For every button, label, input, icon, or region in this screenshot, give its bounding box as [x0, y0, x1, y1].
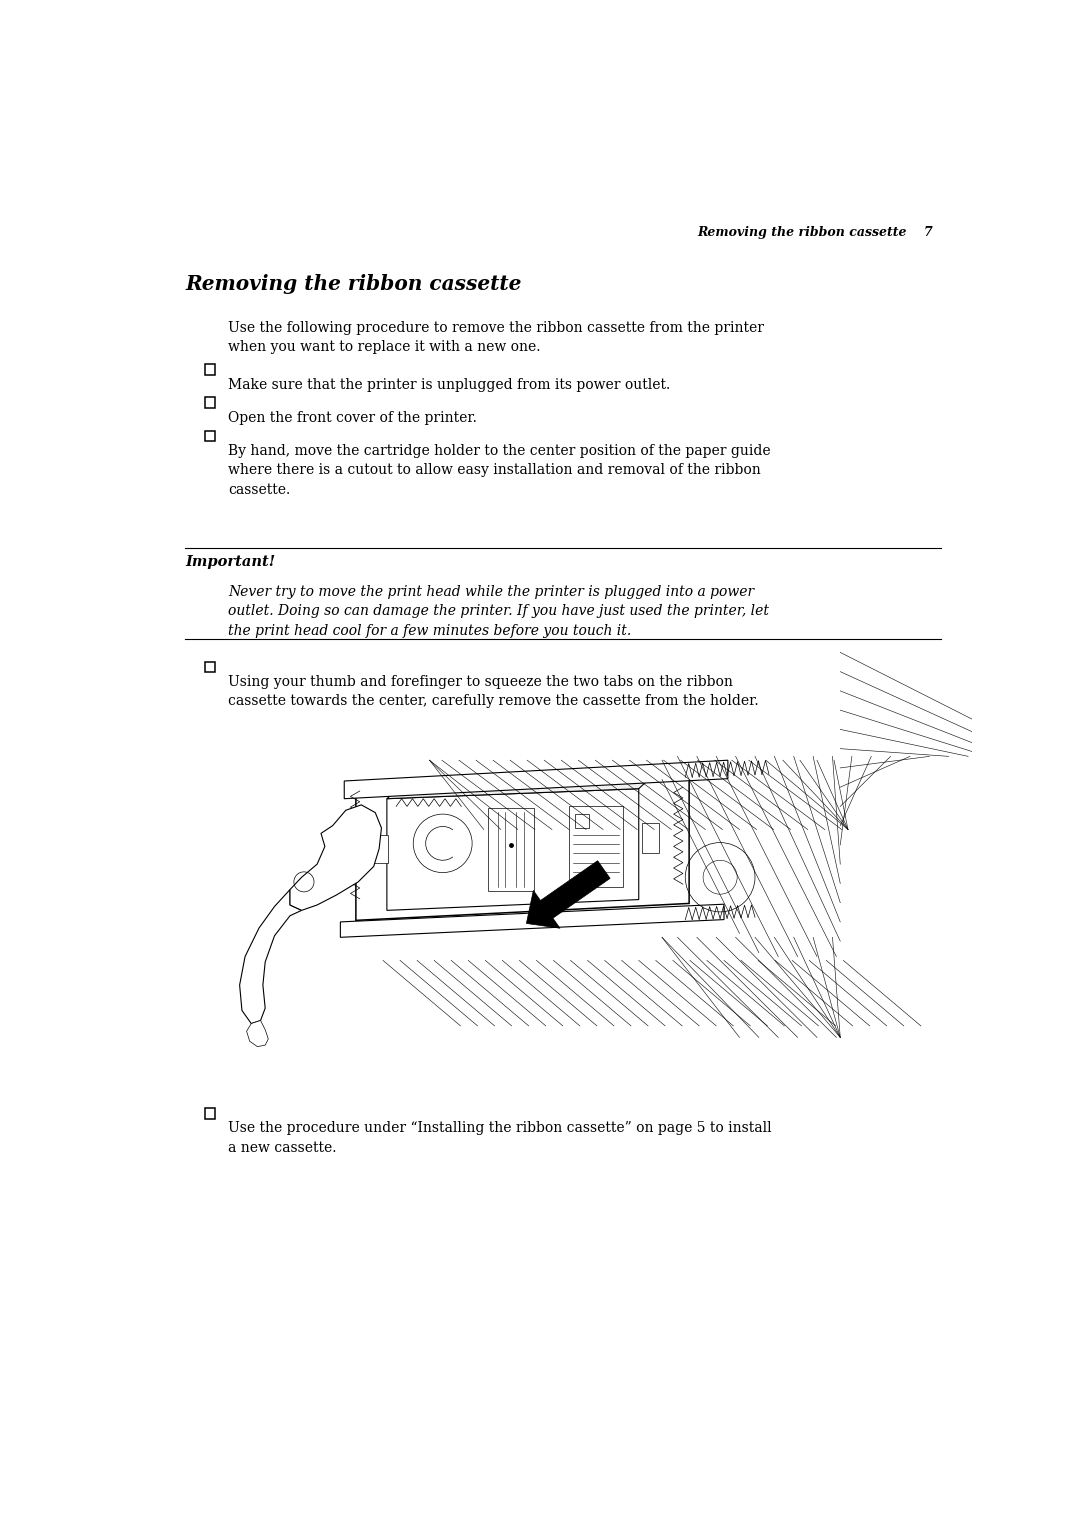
Polygon shape: [387, 775, 652, 798]
Text: Use the following procedure to remove the ribbon cassette from the printer
when : Use the following procedure to remove th…: [228, 321, 764, 355]
Text: Never try to move the print head while the printer is plugged into a power
outle: Never try to move the print head while t…: [228, 584, 769, 638]
Text: By hand, move the cartridge holder to the center position of the paper guide
whe: By hand, move the cartridge holder to th…: [228, 443, 771, 497]
Polygon shape: [246, 1020, 268, 1047]
Polygon shape: [387, 789, 638, 910]
Bar: [205, 662, 215, 671]
Bar: [205, 431, 215, 440]
Text: Use the procedure under “Installing the ribbon cassette” on page 5 to install
a : Use the procedure under “Installing the …: [228, 1121, 771, 1154]
Bar: [365, 835, 389, 862]
Bar: [576, 813, 590, 829]
Polygon shape: [356, 771, 689, 920]
Bar: [488, 807, 535, 891]
Polygon shape: [526, 861, 610, 928]
Text: Open the front cover of the printer.: Open the front cover of the printer.: [228, 411, 477, 425]
Text: Removing the ribbon cassette    7: Removing the ribbon cassette 7: [698, 226, 933, 239]
Text: Using your thumb and forefinger to squeeze the two tabs on the ribbon
cassette t: Using your thumb and forefinger to squee…: [228, 674, 758, 708]
Text: Removing the ribbon cassette: Removing the ribbon cassette: [186, 274, 522, 295]
Text: Make sure that the printer is unplugged from its power outlet.: Make sure that the printer is unplugged …: [228, 378, 671, 391]
Polygon shape: [240, 890, 301, 1023]
Bar: [205, 364, 215, 375]
Bar: [205, 398, 215, 408]
Bar: [642, 823, 659, 853]
Polygon shape: [345, 760, 728, 798]
Bar: [569, 806, 623, 887]
Polygon shape: [340, 904, 724, 937]
Bar: [205, 1109, 215, 1119]
Polygon shape: [430, 757, 848, 833]
Text: Important!: Important!: [186, 555, 275, 569]
Polygon shape: [291, 804, 381, 910]
